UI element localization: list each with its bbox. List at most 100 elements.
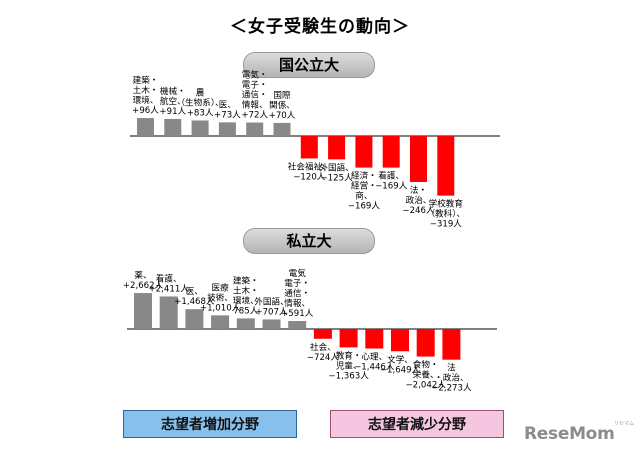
legend-increase: 志望者増加分野: [123, 410, 297, 438]
bar-label: 電子・: [284, 278, 310, 289]
bar-label: −169人: [348, 201, 381, 212]
bar-label: −1,446人: [354, 362, 395, 373]
bar: [416, 329, 435, 357]
bar-label: 電気: [289, 267, 307, 279]
bar: [164, 118, 182, 136]
bar: [391, 329, 409, 352]
bar-label: 商、: [355, 190, 372, 202]
private-university-heading: 私立大: [243, 228, 375, 254]
bar-label: 医療: [211, 281, 229, 293]
bar-label: 看護、: [156, 272, 182, 284]
resemom-logo-sub: リセマム: [614, 421, 635, 427]
bar-label: 心理、: [361, 352, 387, 363]
national-university-heading: 国公立大: [243, 52, 375, 78]
bar: [218, 122, 236, 136]
bar-label: 法: [447, 362, 456, 374]
bar-label: 土木・: [133, 84, 159, 96]
bar: [246, 122, 264, 136]
bar: [410, 136, 427, 183]
bar-label: +1,468人: [174, 296, 215, 307]
bar-label: （教科）、: [426, 208, 465, 220]
bar: [328, 136, 346, 160]
bar: [137, 118, 154, 136]
bar-label: +1,010人: [200, 302, 241, 313]
bar-label: −125人: [320, 172, 353, 183]
bar-label: 土木・: [233, 284, 259, 296]
bar-label: 情報、: [242, 99, 268, 111]
bar: [273, 122, 291, 136]
bar-label: 785人: [233, 305, 258, 316]
bar: [339, 329, 358, 348]
bar-label: 環境、: [133, 94, 159, 106]
bar: [382, 136, 400, 168]
bar-label: 文学、: [387, 353, 413, 365]
bar-label: +96人: [132, 105, 159, 116]
bar: [191, 120, 209, 136]
bar-label: 通信・: [242, 89, 268, 101]
bar-label: 環境、: [233, 294, 259, 306]
bar: [313, 329, 332, 339]
bar: [437, 136, 455, 196]
bar-label: −2,042人: [405, 380, 446, 391]
bar-label: −1,363人: [328, 370, 369, 381]
bar-label: +70人: [269, 110, 296, 121]
bar-label: 航空、: [160, 95, 186, 107]
bar-label: 国際: [273, 89, 291, 101]
bar-label: −319人: [430, 219, 463, 230]
bar-label: −246人: [402, 205, 435, 216]
bar-label: 経営・: [351, 180, 377, 192]
bar-label: 社会福祉、: [288, 160, 331, 172]
bar: [288, 321, 307, 329]
bar-label: −120人: [293, 171, 326, 182]
bar: [236, 318, 255, 329]
bar-label: 社会、: [310, 341, 336, 353]
bar-label: +591人: [281, 308, 314, 319]
bar-label: −724人: [307, 352, 340, 363]
bar-label: 学校教育: [429, 198, 464, 210]
bar: [134, 293, 152, 329]
bar-label: 経済・: [351, 170, 377, 182]
bar-label: 関係、: [269, 100, 295, 111]
bar-label: 電気・: [242, 69, 268, 81]
bar-label: 建築・: [233, 274, 259, 286]
bar-label: （生物系）、: [176, 96, 223, 108]
resemom-logo: ReseMom: [524, 424, 615, 444]
bar-label: ・政治、: [434, 372, 468, 384]
bar-label: 看護、: [378, 170, 404, 182]
bar-label: +72人: [241, 110, 268, 121]
bar-label: 教育・: [336, 349, 362, 361]
bar-label: 情報、: [284, 297, 310, 309]
bar-label: 薬、: [134, 269, 151, 281]
bar-label: −2,273人: [431, 383, 472, 394]
bar: [211, 315, 230, 329]
bar-label: 電子・: [242, 80, 268, 91]
bar-label: 技術、: [207, 291, 233, 303]
bar-label: 外国語、: [319, 161, 353, 173]
bar-label: 栄養、: [413, 369, 439, 381]
bar-label: +91人: [159, 106, 186, 117]
bar: [262, 319, 281, 329]
bar: [185, 309, 204, 329]
bar-label: 児童、: [336, 359, 362, 371]
bar-label: +73人: [214, 109, 241, 120]
bar-label: 外国語、: [254, 295, 288, 307]
bar-label: 農: [196, 86, 205, 98]
bar-label: 医、: [219, 99, 236, 110]
bar: [355, 136, 373, 168]
bar: [300, 136, 318, 159]
legend-decrease: 志望者減少分野: [330, 410, 504, 438]
bar-label: 政治、: [406, 194, 432, 206]
bar-label: −169人: [375, 181, 408, 192]
page-title: ＜女子受験生の動向＞: [230, 17, 410, 37]
bar: [365, 329, 384, 349]
bar-label: −1,649人: [380, 364, 421, 375]
bar: [442, 329, 461, 360]
bar: [159, 296, 178, 329]
bar-label: 法・: [410, 184, 427, 196]
bar-label: 建築・: [133, 74, 159, 86]
bar-label: 医、: [186, 286, 203, 297]
bar-label: 通信・: [284, 287, 310, 299]
national-chart: 建築・土木・環境、+96人機械・航空、+91人農（生物系）、+83人医、+73人…: [130, 69, 500, 230]
bar-label: +83人: [187, 107, 214, 118]
